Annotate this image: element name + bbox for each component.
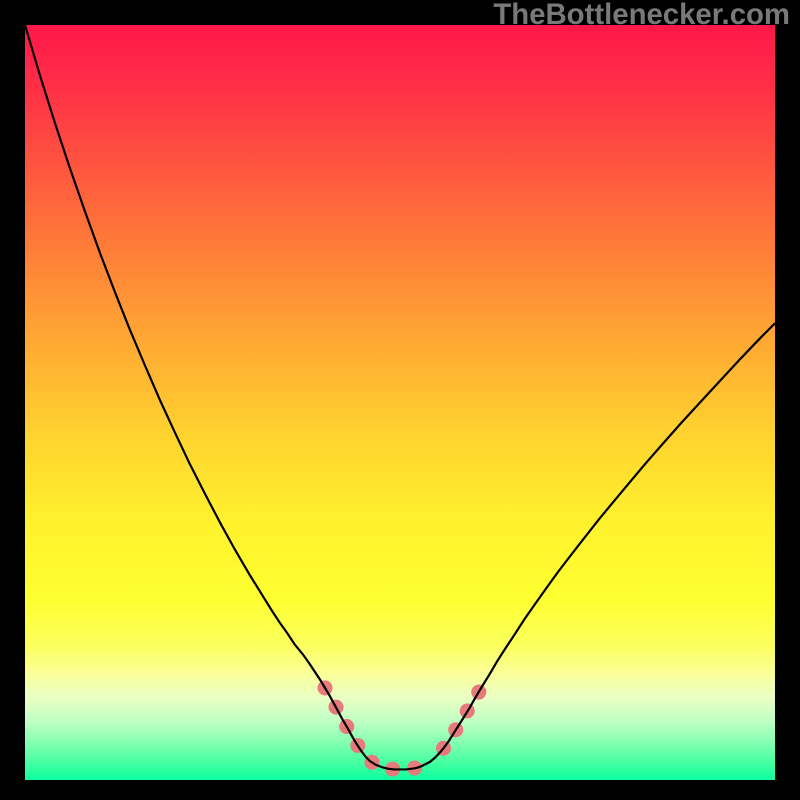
chart-stage: TheBottlenecker.com: [0, 0, 800, 800]
plot-area: [25, 25, 775, 780]
plot-svg: [25, 25, 775, 780]
plot-background: [25, 25, 775, 780]
